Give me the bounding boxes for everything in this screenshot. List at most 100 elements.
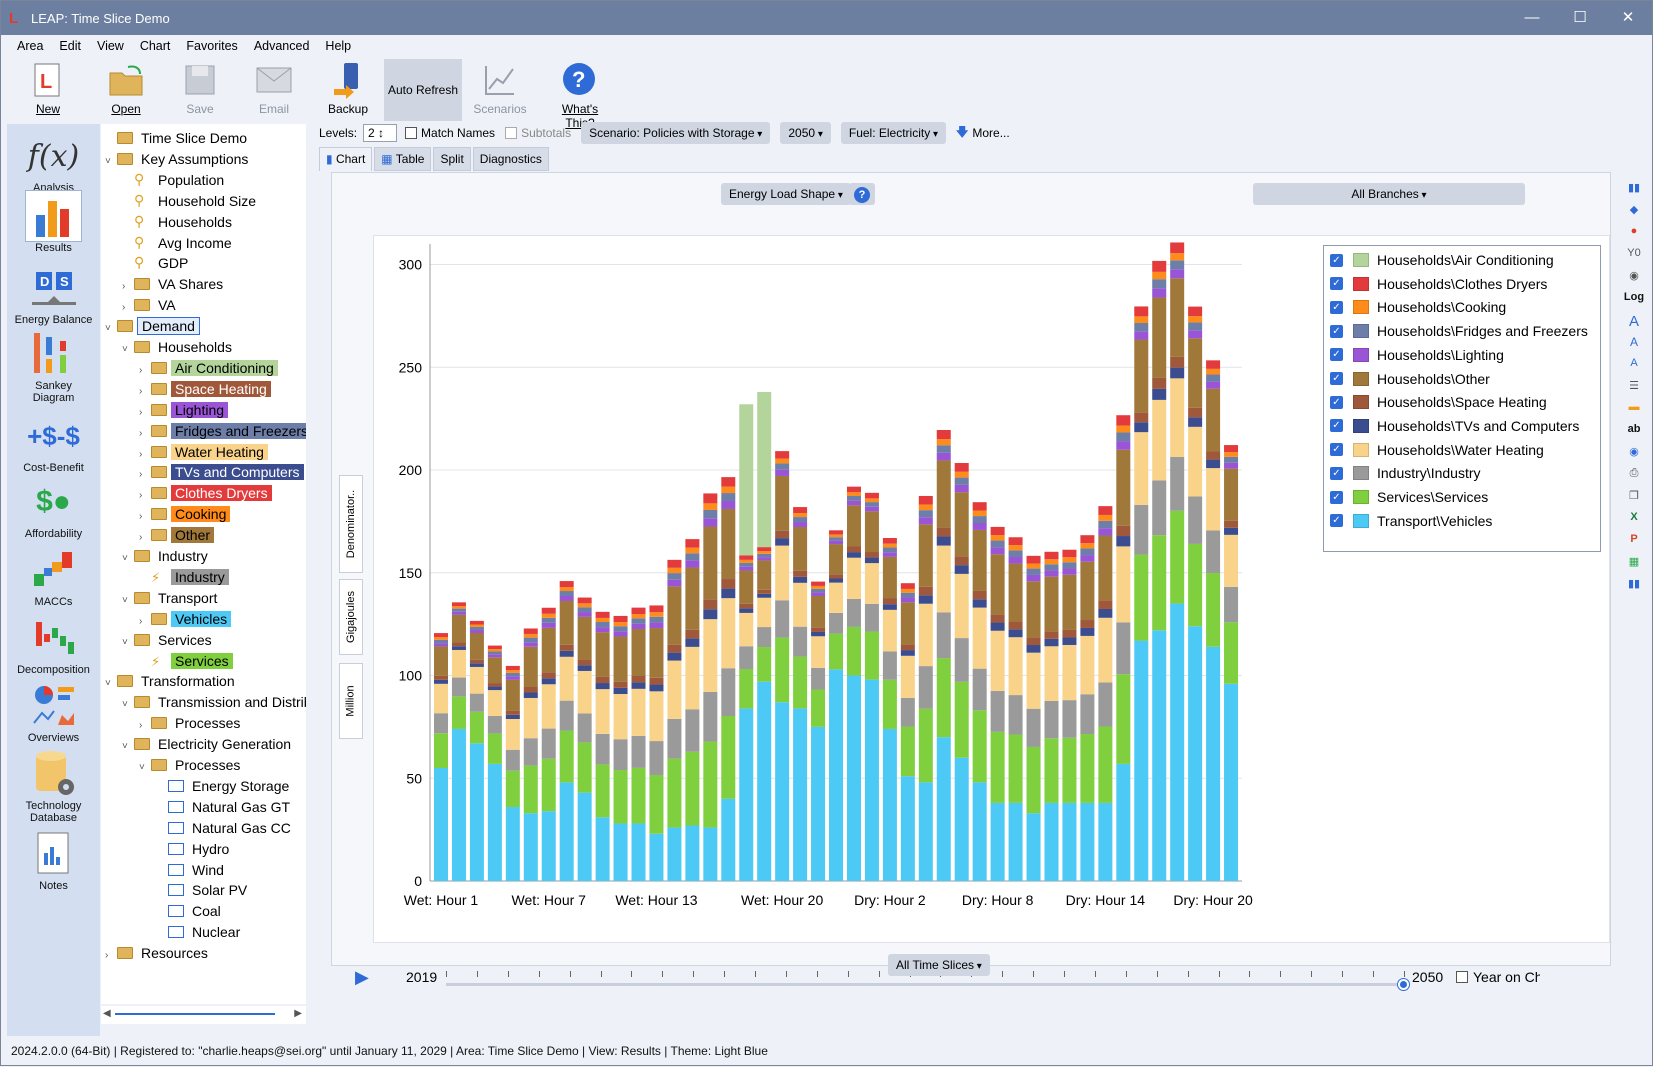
legend-checkbox[interactable]: ✓: [1330, 514, 1343, 528]
color-palette-icon[interactable]: ●: [1630, 225, 1638, 237]
tree-item[interactable]: Time Slice Demo: [105, 128, 251, 149]
powerpoint-icon[interactable]: P: [1630, 533, 1638, 545]
play-icon[interactable]: ▶: [355, 967, 369, 987]
backup-button[interactable]: Backup: [315, 59, 381, 121]
legend-item[interactable]: ✓ Transport\Vehicles: [1330, 509, 1492, 533]
tree-item[interactable]: ˅ Transformation: [105, 671, 239, 692]
tree-item[interactable]: ˅ Electricity Generation: [122, 734, 295, 755]
subtotals-checkbox[interactable]: [505, 127, 518, 139]
time-slices-dropdown[interactable]: All Time Slices: [888, 954, 990, 976]
legend-item[interactable]: ✓ Industry\Industry: [1330, 461, 1481, 485]
expand-chevron-icon[interactable]: ›: [139, 532, 143, 544]
tree-item[interactable]: ˅ Processes: [139, 755, 244, 776]
copy-icon[interactable]: ❐: [1629, 490, 1639, 502]
tree-item[interactable]: › Other: [139, 525, 215, 546]
tree-item[interactable]: › Fridges and Freezers: [139, 421, 306, 442]
collapse-chevron-icon[interactable]: ˅: [105, 323, 111, 335]
tree-item[interactable]: ˅ Transport: [122, 588, 221, 609]
expand-chevron-icon[interactable]: ›: [139, 490, 143, 502]
nav-maccs[interactable]: MACCs: [7, 544, 100, 608]
collapse-chevron-icon[interactable]: ˅: [122, 594, 128, 606]
legend-item[interactable]: ✓ Households\Air Conditioning: [1330, 248, 1554, 272]
collapse-chevron-icon[interactable]: ˅: [122, 344, 128, 355]
tree-item[interactable]: › Vehicles: [139, 609, 232, 630]
tree-item[interactable]: ˅ Industry: [122, 546, 212, 567]
legend-toggle-icon[interactable]: ☰: [1629, 380, 1639, 392]
tab-diagnostics[interactable]: Diagnostics: [472, 147, 549, 171]
nav-energy-balance[interactable]: D S Energy Balance: [7, 262, 100, 326]
collapse-chevron-icon[interactable]: ˅: [105, 155, 111, 167]
year-slider-thumb[interactable]: [1398, 979, 1409, 990]
scale-button[interactable]: Million: [339, 663, 363, 739]
open-button[interactable]: Open: [93, 59, 159, 121]
tree-item[interactable]: Natural Gas CC: [156, 818, 295, 839]
expand-chevron-icon[interactable]: ›: [139, 448, 143, 460]
legend-checkbox[interactable]: ✓: [1330, 348, 1343, 362]
expand-chevron-icon[interactable]: ›: [105, 950, 109, 962]
nav-analysis[interactable]: f(x) Analysis: [27, 138, 80, 195]
expand-chevron-icon[interactable]: ›: [139, 720, 143, 732]
chart-help-button[interactable]: ?: [849, 183, 875, 205]
tree-horizontal-scrollbar[interactable]: ◀ ▶: [101, 1006, 306, 1024]
menu-chart[interactable]: Chart: [139, 39, 171, 53]
tree-item[interactable]: ⚲ GDP: [122, 253, 192, 274]
chart-settings-icon[interactable]: ▮▮: [1627, 578, 1641, 590]
collapse-chevron-icon[interactable]: ˅: [122, 553, 128, 564]
scenario-dropdown[interactable]: Scenario: Policies with Storage: [581, 122, 771, 144]
y-zero-icon[interactable]: Y0: [1627, 247, 1641, 259]
legend-checkbox[interactable]: ✓: [1330, 395, 1343, 409]
expand-chevron-icon[interactable]: ›: [139, 385, 143, 397]
year-dropdown[interactable]: 2050: [780, 122, 831, 144]
new-button[interactable]: L New: [15, 59, 81, 121]
scroll-right-icon[interactable]: ▶: [294, 1008, 302, 1019]
legend-checkbox[interactable]: ✓: [1330, 490, 1343, 504]
tree-item[interactable]: ⚲ Household Size: [122, 191, 260, 212]
tree-item[interactable]: › VA: [122, 295, 180, 316]
nav-results[interactable]: Results: [7, 190, 100, 254]
grid-icon[interactable]: ◉: [1629, 270, 1639, 282]
legend-item[interactable]: ✓ Households\TVs and Computers: [1330, 414, 1579, 438]
tree-item[interactable]: Hydro: [156, 839, 233, 860]
tree-item[interactable]: › VA Shares: [122, 274, 227, 295]
tree-item[interactable]: ⚲ Households: [122, 212, 236, 233]
tree-item[interactable]: Energy Storage: [156, 776, 293, 797]
expand-chevron-icon[interactable]: ›: [139, 406, 143, 418]
legend-checkbox[interactable]: ✓: [1330, 419, 1343, 433]
unit-button[interactable]: Gigajoules: [339, 579, 363, 655]
tree-item[interactable]: ⚡ Services: [139, 651, 233, 672]
labels-icon[interactable]: ab: [1627, 423, 1641, 435]
collapse-chevron-icon[interactable]: ˅: [122, 741, 128, 753]
legend-checkbox[interactable]: ✓: [1330, 443, 1343, 457]
email-button[interactable]: Email: [241, 59, 307, 121]
legend-item[interactable]: ✓ Households\Cooking: [1330, 295, 1506, 319]
collapse-chevron-icon[interactable]: ˅: [122, 699, 128, 711]
collapse-chevron-icon[interactable]: ˅: [105, 678, 111, 690]
legend-item[interactable]: ✓ Households\Lighting: [1330, 343, 1504, 367]
expand-chevron-icon[interactable]: ›: [139, 427, 143, 439]
expand-chevron-icon[interactable]: ›: [139, 615, 143, 627]
legend-checkbox[interactable]: ✓: [1330, 253, 1343, 267]
legend-item[interactable]: ✓ Households\Space Heating: [1330, 390, 1547, 414]
nav-notes[interactable]: Notes: [7, 828, 100, 892]
menu-area[interactable]: Area: [17, 39, 44, 53]
tree-item[interactable]: ˅ Households: [122, 337, 236, 358]
save-chart-icon[interactable]: ▦: [1628, 556, 1640, 568]
legend-checkbox[interactable]: ✓: [1330, 300, 1343, 314]
nav-decomposition[interactable]: Decomposition: [7, 612, 100, 676]
nav-affordability[interactable]: $● Affordability: [24, 485, 83, 540]
match-names-checkbox[interactable]: [405, 127, 418, 139]
legend-item[interactable]: ✓ Households\Water Heating: [1330, 438, 1544, 462]
tree-item[interactable]: › TVs and Computers: [139, 462, 304, 483]
legend-item[interactable]: ✓ Households\Other: [1330, 367, 1490, 391]
chart-type-icon[interactable]: ▮▮: [1627, 182, 1641, 194]
legend-item[interactable]: ✓ Households\Clothes Dryers: [1330, 272, 1547, 296]
tab-chart[interactable]: ▮ Chart: [319, 147, 373, 171]
tab-split[interactable]: Split: [433, 147, 471, 171]
font-smaller-icon[interactable]: A: [1629, 335, 1638, 349]
legend-item[interactable]: ✓ Services\Services: [1330, 485, 1488, 509]
tree-item[interactable]: Natural Gas GT: [156, 797, 294, 818]
legend-checkbox[interactable]: ✓: [1330, 324, 1343, 338]
tree-item[interactable]: ˅ Demand: [105, 316, 200, 337]
tab-table[interactable]: ▦ Table: [374, 147, 432, 171]
auto-refresh-button[interactable]: Auto Refresh: [384, 59, 462, 121]
